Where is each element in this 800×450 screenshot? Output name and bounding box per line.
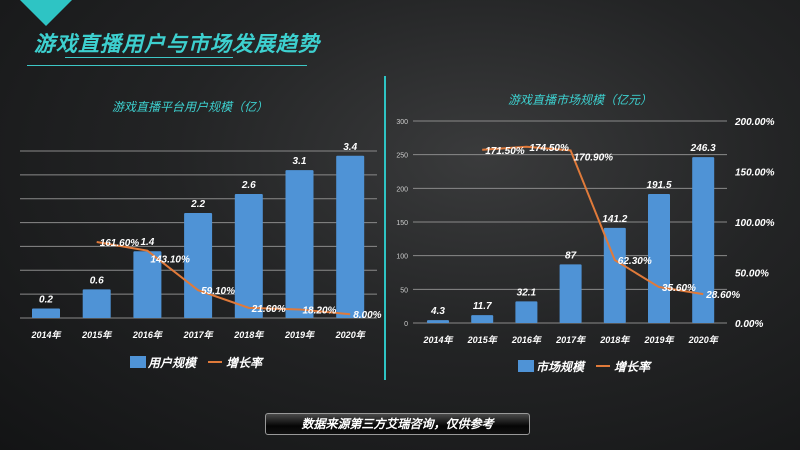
bar (82, 289, 111, 318)
bar (559, 264, 582, 323)
y-tick-label: 300 (396, 119, 408, 126)
x-tick-label: 2016年 (132, 330, 164, 340)
bar (515, 301, 538, 323)
x-tick-label: 2014年 (30, 330, 62, 340)
corner-triangle-decoration (20, 0, 72, 26)
growth-label: 171.50% (485, 146, 525, 157)
x-tick-label: 2018年 (599, 335, 631, 345)
bar (471, 315, 494, 323)
y-tick-label: 0 (404, 321, 408, 328)
left-chart-title: 游戏直播平台用户规模（亿） (112, 100, 269, 114)
chart-divider (384, 76, 386, 380)
growth-label: 170.90% (574, 152, 614, 163)
y-tick-label: 150 (396, 220, 408, 227)
bar-value-label: 246.3 (690, 143, 716, 154)
page-title: 游戏直播用户与市场发展趋势 (34, 32, 320, 56)
bar (648, 194, 670, 323)
bar (32, 308, 60, 318)
x-tick-label: 2020年 (688, 335, 720, 345)
y-tick-label: 50 (400, 287, 408, 294)
bar-value-label: 4.3 (430, 306, 445, 317)
y2-tick-label: 0.00% (735, 319, 763, 330)
growth-label: 143.10% (150, 255, 190, 266)
bar-value-label: 0.2 (39, 294, 53, 305)
bar-value-label: 32.1 (517, 287, 537, 298)
legend-bar-swatch (518, 360, 534, 372)
bar-value-label: 3.1 (293, 156, 307, 167)
right-chart-title: 游戏直播市场规模（亿元） (508, 93, 653, 107)
legend-line-label: 增长率 (226, 356, 264, 370)
source-note: 数据来源第三方艾瑞咨询，仅供参考 (265, 413, 530, 435)
growth-line (482, 145, 704, 296)
bar-value-label: 2.6 (241, 180, 256, 191)
title-underline (65, 57, 233, 58)
y2-tick-label: 50.00% (735, 269, 769, 280)
growth-label: 18.20% (303, 305, 337, 316)
bar (692, 157, 715, 323)
growth-label: 62.30% (618, 256, 652, 267)
x-tick-label: 2017年 (555, 335, 587, 345)
growth-label: 35.60% (662, 283, 696, 294)
x-tick-label: 2017年 (183, 330, 215, 340)
bar-value-label: 87 (565, 250, 577, 261)
x-tick-label: 2019年 (643, 335, 675, 345)
bar (285, 170, 314, 318)
y2-tick-label: 150.00% (735, 168, 775, 179)
y-tick-label: 200 (396, 186, 408, 193)
y2-tick-label: 100.00% (735, 218, 775, 229)
legend-bar-label: 用户规模 (147, 356, 198, 370)
growth-label: 59.10% (201, 286, 235, 297)
bar (133, 251, 162, 318)
bar-value-label: 191.5 (646, 180, 671, 191)
growth-label: 174.50% (529, 143, 569, 154)
bar-value-label: 1.4 (140, 237, 154, 248)
x-tick-label: 2015年 (467, 335, 499, 345)
bar-value-label: 0.6 (90, 275, 104, 286)
bar-value-label: 11.7 (473, 301, 492, 312)
legend-bar-swatch (130, 356, 146, 368)
x-tick-label: 2018年 (233, 330, 265, 340)
legend-bar-label: 市场规模 (536, 360, 586, 374)
x-tick-label: 2015年 (81, 330, 113, 340)
x-tick-label: 2016年 (511, 335, 543, 345)
bar-value-label: 3.4 (343, 142, 357, 153)
growth-label: 28.60% (705, 290, 740, 301)
bar (336, 155, 365, 318)
growth-label: 8.00% (353, 310, 381, 321)
growth-label: 161.60% (100, 238, 140, 249)
growth-label: 21.60% (251, 304, 286, 315)
legend-line-label: 增长率 (614, 360, 652, 374)
bar-value-label: 141.2 (602, 214, 627, 225)
growth-line (96, 240, 351, 316)
y-tick-label: 250 (396, 153, 408, 160)
y2-tick-label: 200.00% (734, 117, 775, 128)
bar (603, 227, 626, 323)
bar (234, 193, 263, 318)
y-tick-label: 100 (396, 254, 408, 261)
bar (427, 320, 449, 323)
x-tick-label: 2020年 (335, 330, 367, 340)
bar-value-label: 2.2 (190, 199, 205, 210)
title-rule (27, 65, 307, 66)
x-tick-label: 2014年 (422, 335, 454, 345)
x-tick-label: 2019年 (284, 330, 316, 340)
